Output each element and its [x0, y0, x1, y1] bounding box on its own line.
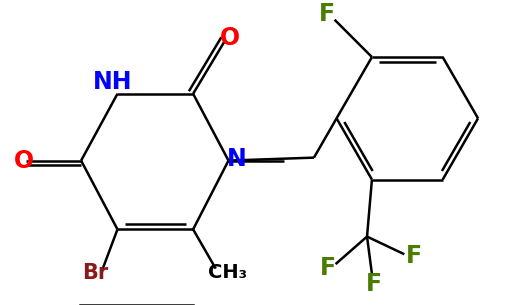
Text: CH₃: CH₃: [208, 263, 247, 282]
Text: O: O: [220, 26, 240, 50]
Text: F: F: [366, 272, 382, 296]
Text: F: F: [318, 2, 335, 26]
Text: Br: Br: [82, 263, 108, 282]
Text: F: F: [406, 244, 422, 268]
Text: NH: NH: [93, 70, 132, 94]
Text: N: N: [226, 147, 246, 170]
Text: F: F: [319, 256, 336, 280]
Text: O: O: [14, 149, 34, 173]
